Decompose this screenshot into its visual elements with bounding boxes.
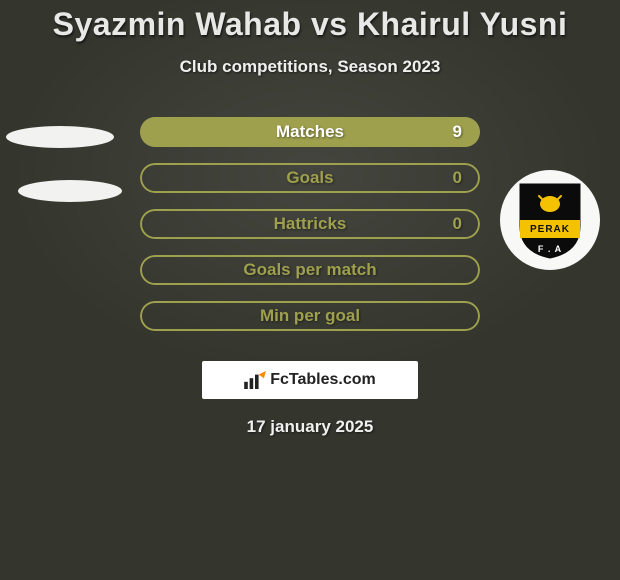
stat-bar: Min per goal — [140, 301, 480, 331]
crest-fa-text: F . A — [516, 244, 584, 254]
brand-bar-1 — [244, 382, 248, 389]
crest-band: PERAK — [520, 220, 580, 238]
stat-bar: Goals0 — [140, 163, 480, 193]
stat-bar: Hattricks0 — [140, 209, 480, 239]
stat-bar: Goals per match — [140, 255, 480, 285]
stat-label: Goals — [140, 168, 480, 188]
brand-chart-icon — [244, 371, 266, 389]
stat-value-right: 9 — [453, 122, 462, 142]
player-placeholder-icon — [18, 180, 122, 202]
stat-label: Hattricks — [140, 214, 480, 234]
stat-value-right: 0 — [453, 168, 462, 188]
club-crest: PERAK F . A — [516, 180, 584, 260]
stat-label: Matches — [140, 122, 480, 142]
page-title: Syazmin Wahab vs Khairul Yusni — [0, 6, 620, 43]
stat-value-right: 0 — [453, 214, 462, 234]
stat-label: Goals per match — [140, 260, 480, 280]
crest-band-text: PERAK — [530, 224, 570, 235]
date-line: 17 january 2025 — [0, 417, 620, 437]
brand-bar-3 — [255, 375, 259, 389]
club-badge: PERAK F . A — [500, 170, 600, 270]
brand-arrow-icon — [259, 371, 266, 378]
crest-tiger-icon — [535, 192, 565, 214]
brand-box: FcTables.com — [202, 361, 418, 399]
brand-text: FcTables.com — [270, 371, 376, 389]
stat-label: Min per goal — [140, 306, 480, 326]
stat-bar: Matches9 — [140, 117, 480, 147]
brand-bar-2 — [250, 378, 254, 389]
page-subtitle: Club competitions, Season 2023 — [0, 57, 620, 77]
player-placeholder-icon — [6, 126, 114, 148]
stat-row: Min per goal — [0, 301, 620, 347]
